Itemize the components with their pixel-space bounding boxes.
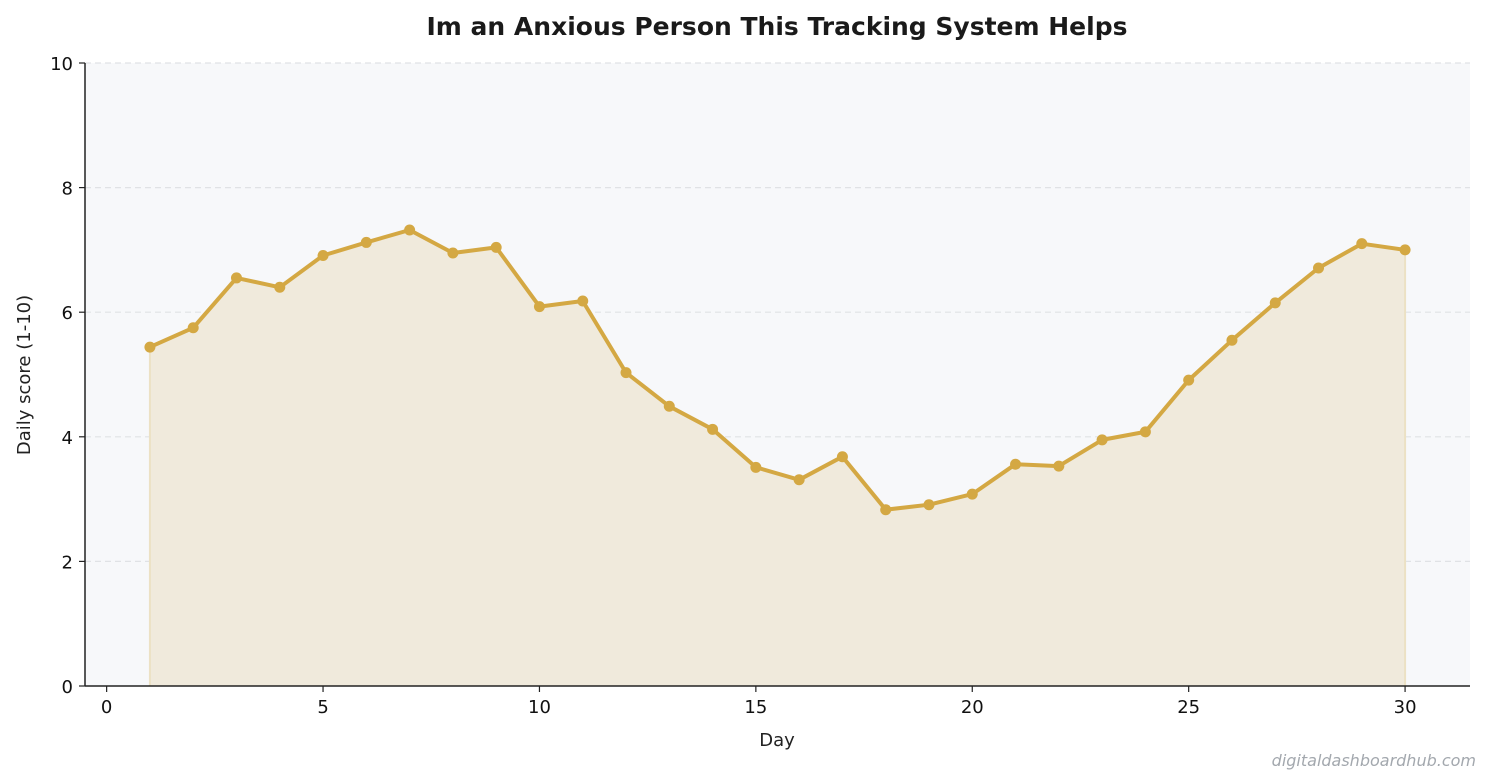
data-point [447,247,459,259]
data-point [880,504,892,516]
y-tick-label: 10 [50,54,73,75]
y-tick-label: 0 [62,677,73,698]
data-point [707,423,719,435]
data-point [966,488,978,500]
data-point [274,281,286,293]
x-tick-label: 30 [1394,697,1417,718]
data-point [577,295,589,307]
data-point [187,322,199,334]
y-ticks: 0 2 4 6 8 10 [50,54,85,698]
y-axis-label: Daily score (1-10) [14,295,35,455]
y-tick-label: 4 [62,428,73,449]
data-point [1399,244,1411,256]
data-point [923,499,935,511]
data-point [404,224,416,236]
x-ticks: 0 5 10 15 20 25 30 [101,686,1417,718]
data-point [533,301,545,313]
x-tick-label: 0 [101,697,112,718]
area-fill [149,230,1406,686]
data-point [1183,374,1195,386]
data-point [620,367,632,379]
x-tick-label: 25 [1177,697,1200,718]
data-point [230,272,242,284]
data-point [1313,262,1325,274]
data-point [1356,238,1368,250]
area-edges [148,249,1407,686]
data-point [1139,426,1151,438]
data-point [793,474,805,486]
y-tick-label: 6 [62,303,73,324]
y-tick-label: 2 [62,552,73,573]
data-point [1269,297,1281,309]
x-axis-label: Day [759,730,795,751]
chart-title: Im an Anxious Person This Tracking Syste… [427,12,1128,41]
data-point [317,250,329,262]
data-point [144,341,156,353]
x-tick-label: 5 [317,697,328,718]
y-tick-label: 8 [62,179,73,200]
x-tick-label: 20 [961,697,984,718]
data-point [1226,334,1238,346]
series-line [147,228,1408,512]
data-point [1096,434,1108,446]
data-point [1053,460,1065,472]
watermark: digitaldashboardhub.com [1272,751,1476,770]
x-tick-label: 15 [744,697,767,718]
data-point [1010,458,1022,470]
x-tick-label: 10 [528,697,551,718]
data-point [490,241,502,253]
data-point [360,236,372,248]
data-point [750,461,762,473]
series-points [144,224,1411,516]
data-point [663,400,675,412]
data-point [836,451,848,463]
